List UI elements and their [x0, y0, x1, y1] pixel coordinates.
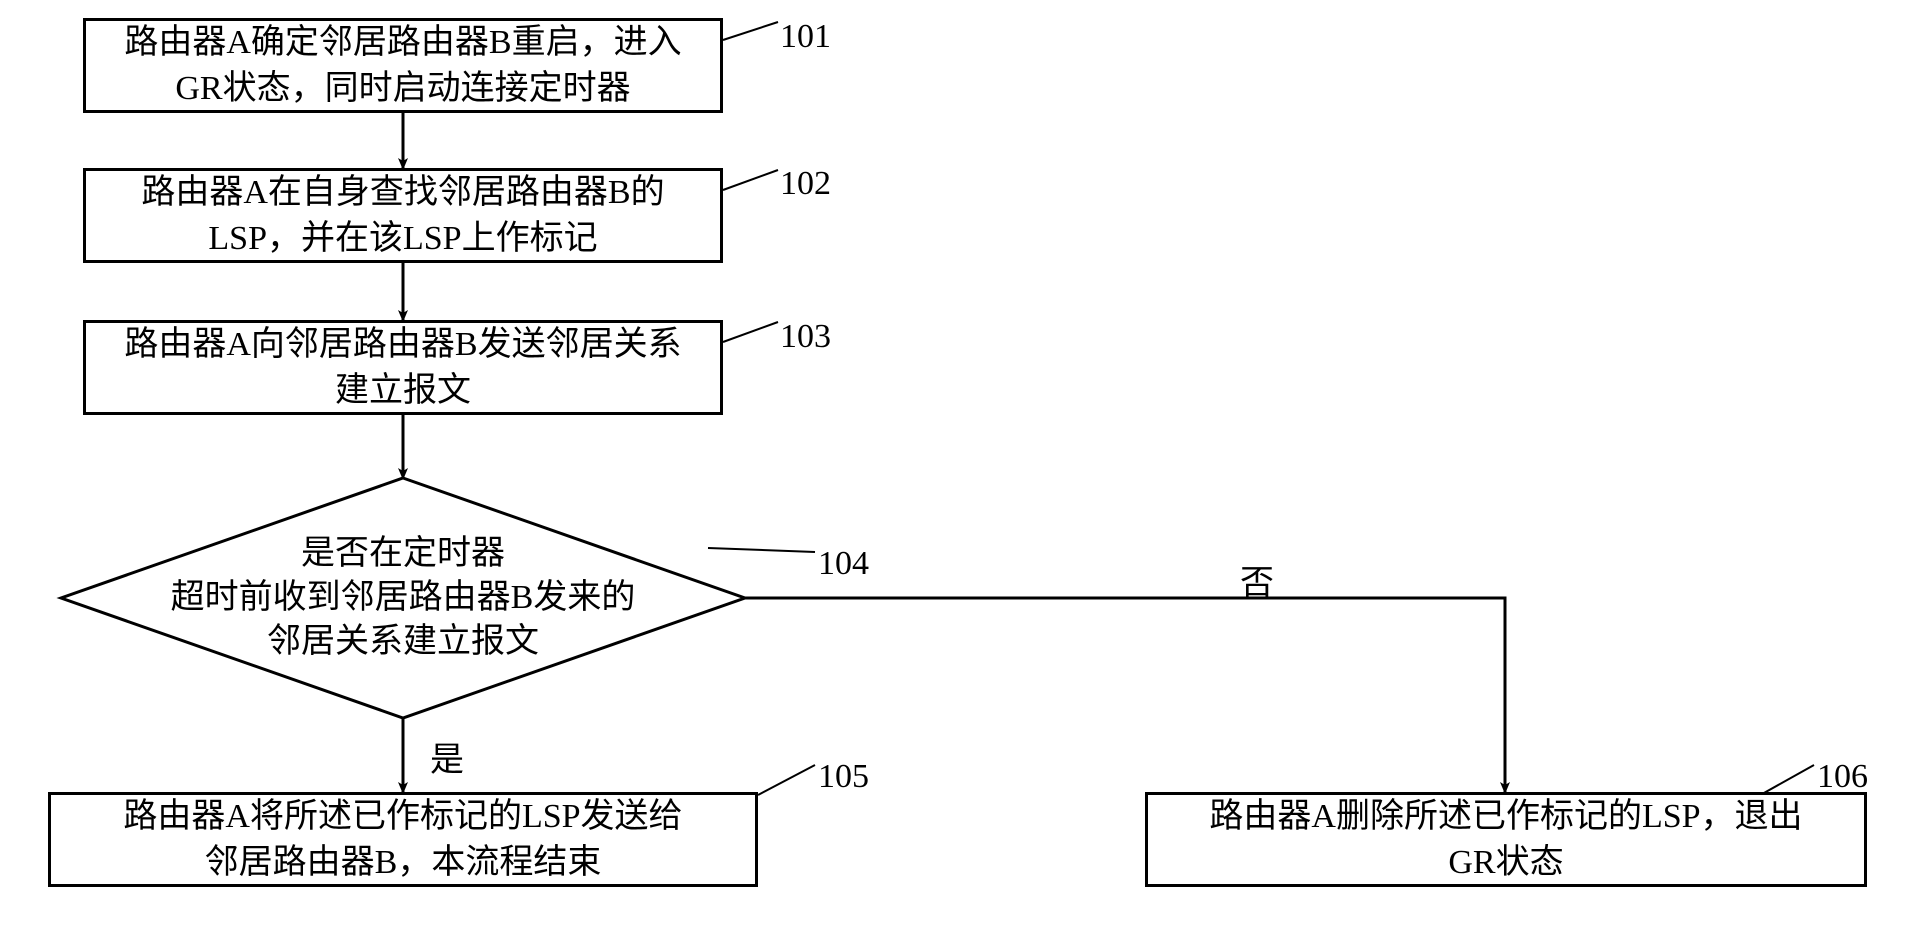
step-label-105: 105	[818, 758, 869, 796]
process-step-101-text: 路由器A确定邻居路由器B重启，进入 GR状态，同时启动连接定时器	[118, 18, 687, 114]
process-step-102-text: 路由器A在自身查找邻居路由器B的 LSP，并在该LSP上作标记	[135, 168, 670, 264]
process-step-105: 路由器A将所述已作标记的LSP发送给 邻居路由器B，本流程结束	[48, 792, 758, 887]
flowchart-canvas: 路由器A确定邻居路由器B重启，进入 GR状态，同时启动连接定时器 101 路由器…	[0, 0, 1922, 932]
step-label-106: 106	[1817, 758, 1868, 796]
process-step-103-text: 路由器A向邻居路由器B发送邻居关系 建立报文	[118, 320, 687, 416]
process-step-106: 路由器A删除所述已作标记的LSP，退出 GR状态	[1145, 792, 1867, 887]
decision-104-text: 是否在定时器 超时前收到邻居路由器B发来的 邻居关系建立报文	[165, 530, 642, 667]
process-step-103: 路由器A向邻居路由器B发送邻居关系 建立报文	[83, 320, 723, 415]
edge-label-no: 否	[1240, 555, 1274, 604]
step-label-102: 102	[780, 165, 831, 203]
step-label-101: 101	[780, 18, 831, 56]
step-label-104: 104	[818, 545, 869, 583]
edge-label-yes: 是	[430, 732, 464, 781]
decision-104: 是否在定时器 超时前收到邻居路由器B发来的 邻居关系建立报文	[61, 478, 745, 718]
process-step-101: 路由器A确定邻居路由器B重启，进入 GR状态，同时启动连接定时器	[83, 18, 723, 113]
process-step-106-text: 路由器A删除所述已作标记的LSP，退出 GR状态	[1203, 792, 1808, 888]
step-label-103: 103	[780, 318, 831, 356]
process-step-105-text: 路由器A将所述已作标记的LSP发送给 邻居路由器B，本流程结束	[117, 792, 688, 888]
process-step-102: 路由器A在自身查找邻居路由器B的 LSP，并在该LSP上作标记	[83, 168, 723, 263]
